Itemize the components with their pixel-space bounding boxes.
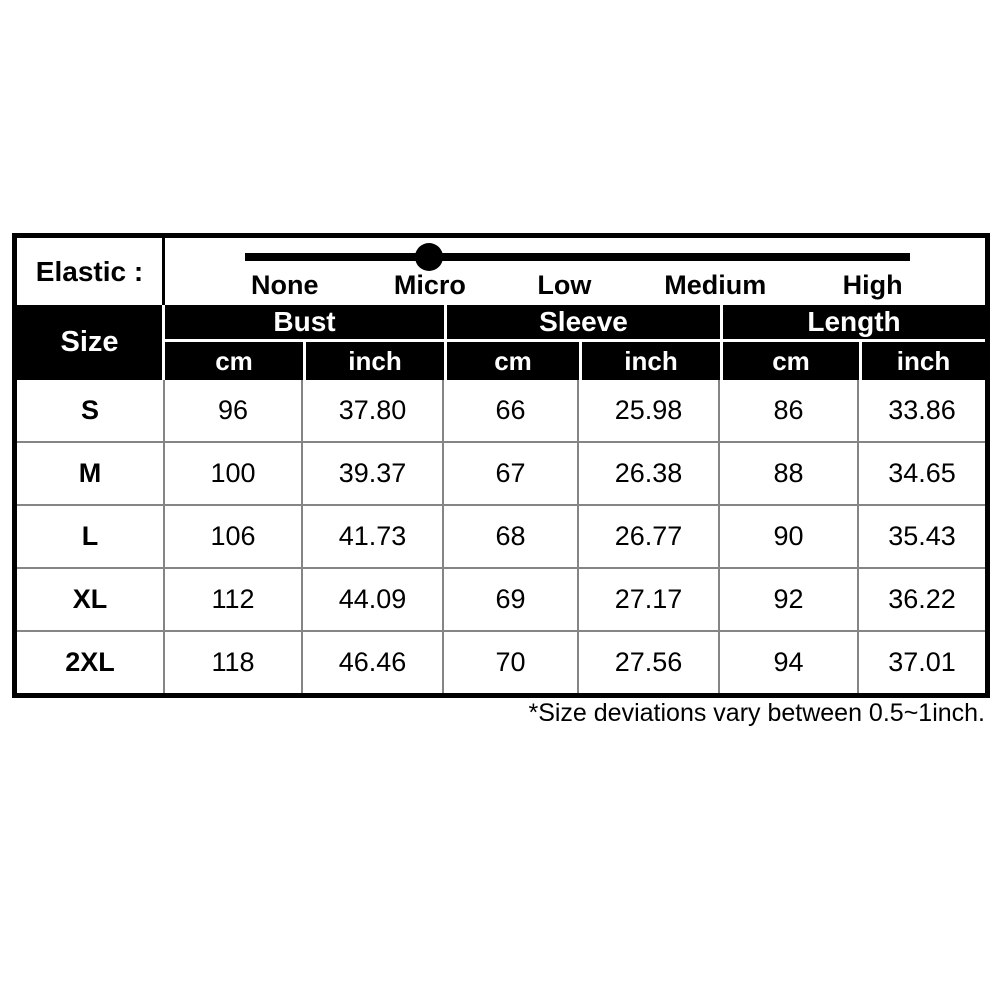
table-row: L 106 41.73 68 26.77 90 35.43 — [17, 506, 985, 569]
unit-header-length-cm: cm — [720, 342, 859, 380]
slider-level-micro: Micro — [393, 270, 466, 300]
size-table: Elastic : None Micro Low Medium High Siz… — [12, 233, 990, 698]
value-cell: 70 — [444, 632, 579, 693]
size-cell: M — [17, 443, 165, 504]
slider-level-high: High — [842, 270, 903, 300]
value-cell: 26.77 — [579, 506, 720, 567]
size-cell: S — [17, 380, 165, 441]
value-cell: 69 — [444, 569, 579, 630]
value-cell: 35.43 — [859, 506, 985, 567]
unit-header-sleeve-cm: cm — [444, 342, 579, 380]
value-cell: 39.37 — [303, 443, 444, 504]
unit-header-length-inch: inch — [859, 342, 985, 380]
value-cell: 96 — [165, 380, 303, 441]
value-cell: 112 — [165, 569, 303, 630]
value-cell: 34.65 — [859, 443, 985, 504]
elastic-slider: None Micro Low Medium High — [165, 238, 985, 305]
value-cell: 41.73 — [303, 506, 444, 567]
value-cell: 37.80 — [303, 380, 444, 441]
value-cell: 26.38 — [579, 443, 720, 504]
slider-handle-dot[interactable] — [415, 243, 444, 271]
value-cell: 67 — [444, 443, 579, 504]
group-header-sleeve: Sleeve — [444, 305, 720, 342]
group-header-bust: Bust — [165, 305, 444, 342]
size-cell: L — [17, 506, 165, 567]
elastic-label: Elastic : — [17, 238, 165, 305]
value-cell: 68 — [444, 506, 579, 567]
slider-level-none: None — [250, 270, 319, 300]
value-cell: 106 — [165, 506, 303, 567]
value-cell: 88 — [720, 443, 859, 504]
unit-header-bust-cm: cm — [215, 345, 253, 376]
value-cell: 94 — [720, 632, 859, 693]
table-row: S 96 37.80 66 25.98 86 33.86 — [17, 380, 985, 443]
value-cell: 100 — [165, 443, 303, 504]
table-row: XL 112 44.09 69 27.17 92 36.22 — [17, 569, 985, 632]
value-cell: 86 — [720, 380, 859, 441]
slider-level-low: Low — [537, 270, 592, 300]
size-column-header: Size — [17, 305, 165, 380]
value-cell: 27.56 — [579, 632, 720, 693]
table-header: Size Bust Sleeve Length cm inch cm inch … — [17, 305, 985, 380]
group-header-length: Length — [720, 305, 985, 342]
value-cell: 66 — [444, 380, 579, 441]
slider-track — [245, 253, 910, 261]
value-cell: 36.22 — [859, 569, 985, 630]
value-cell: 27.17 — [579, 569, 720, 630]
slider-level-medium: Medium — [664, 270, 767, 300]
value-cell: 37.01 — [859, 632, 985, 693]
value-cell: 118 — [165, 632, 303, 693]
elastic-row: Elastic : None Micro Low Medium High — [17, 238, 985, 305]
unit-header-sleeve-inch: inch — [579, 342, 720, 380]
size-cell: 2XL — [17, 632, 165, 693]
footnote: *Size deviations vary between 0.5~1inch. — [528, 699, 985, 727]
table-row: 2XL 118 46.46 70 27.56 94 37.01 — [17, 632, 985, 693]
unit-header-bust-inch: inch — [303, 342, 444, 380]
value-cell: 90 — [720, 506, 859, 567]
size-cell: XL — [17, 569, 165, 630]
value-cell: 33.86 — [859, 380, 985, 441]
value-cell: 92 — [720, 569, 859, 630]
value-cell: 25.98 — [579, 380, 720, 441]
table-row: M 100 39.37 67 26.38 88 34.65 — [17, 443, 985, 506]
value-cell: 46.46 — [303, 632, 444, 693]
value-cell: 44.09 — [303, 569, 444, 630]
